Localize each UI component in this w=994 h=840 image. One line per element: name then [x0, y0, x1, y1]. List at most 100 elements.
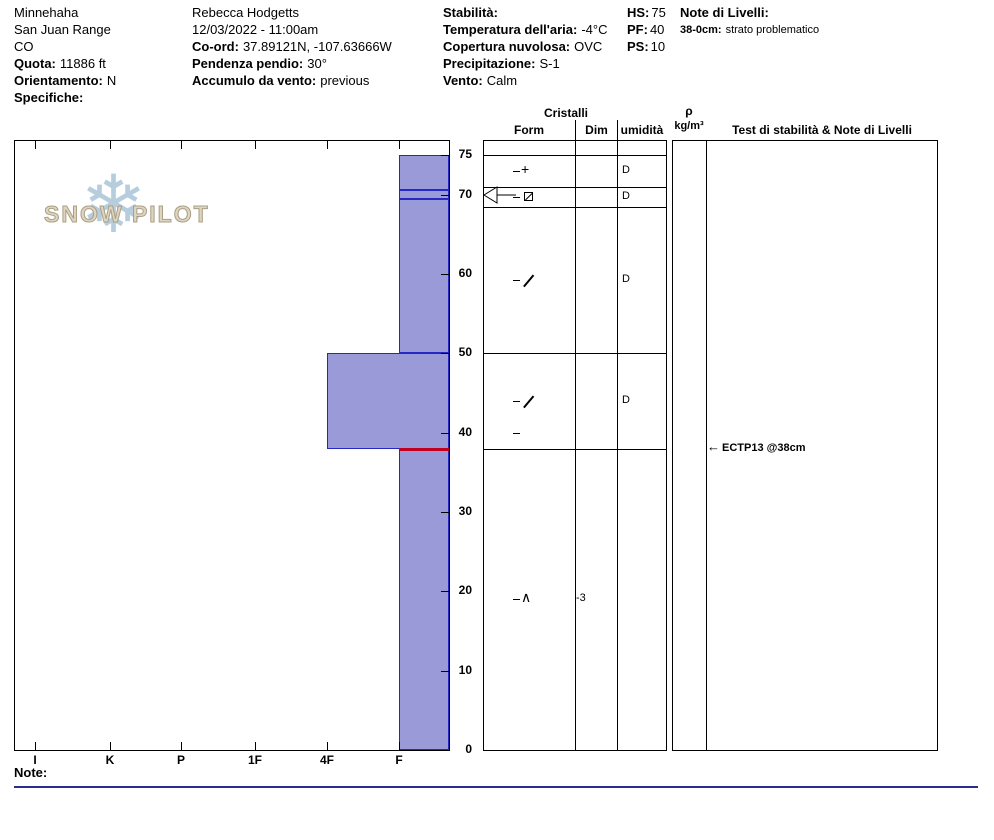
hardness-axis-label: F [395, 753, 403, 767]
specifics-label: Specifiche: [14, 90, 84, 105]
hardness-axis-label: P [176, 753, 185, 767]
layer-mid-tick [513, 599, 520, 601]
hs-value: 75 [651, 5, 666, 20]
hs-row: HS: 75 [627, 5, 666, 20]
grain-form-symbol: + [521, 160, 530, 177]
crystals-header: Cristalli [543, 106, 588, 120]
footer-note-label: Note: [14, 765, 48, 780]
dim-column-header: Dim [585, 123, 608, 137]
air-temp-value: -4°C [581, 22, 608, 37]
depth-axis-label: 0 [465, 742, 472, 756]
ps-row: PS: 10 [627, 39, 665, 54]
failure-plane-line [399, 447, 449, 451]
density-and-notes-frame [672, 140, 938, 751]
layer-notes-title: Note di Livelli: [680, 5, 769, 20]
precipitation-label: Precipitazione: [443, 56, 536, 71]
hardness-axis-label: K [105, 753, 115, 767]
pf-row: PF: 40 [627, 22, 664, 37]
density-unit-header: kg/m³ [674, 120, 704, 132]
thin-crust-line [399, 197, 449, 200]
ps-label: PS: [627, 39, 649, 54]
wetness-value: D [622, 189, 630, 202]
precipitation-row: Precipitazione: S-1 [443, 56, 560, 71]
stability-test-label: ECTP13 @38cm [722, 441, 806, 454]
wind-loading-label: Accumulo da vento: [192, 73, 317, 88]
cloud-cover-row: Copertura nuvolosa: OVC [443, 39, 602, 54]
depth-axis-label: 30 [458, 504, 472, 518]
depth-tick [441, 194, 449, 196]
depth-axis-label: 75 [458, 147, 472, 161]
ps-value: 10 [650, 39, 666, 54]
state-name: CO [14, 39, 34, 54]
layer-mid-tick [513, 279, 520, 281]
grain-form-symbol: ∧ [521, 589, 532, 606]
stability-label: Stabilità: [443, 5, 498, 20]
snow-layer-bar [327, 353, 449, 449]
depth-axis-label: 20 [458, 583, 472, 598]
depth-tick [441, 274, 449, 275]
layer-mid-tick [513, 170, 520, 172]
test-annotation-arrow: ← [707, 438, 720, 454]
hardness-tick-bottom [35, 742, 36, 750]
depth-tick [441, 155, 449, 156]
wind-loading-value: previous [320, 73, 370, 88]
depth-tick [441, 670, 449, 672]
grain-form-symbol [523, 274, 534, 287]
depth-axis-label: 60 [458, 266, 472, 280]
slope-angle-row: Pendenza pendio: 30° [192, 56, 327, 71]
footer-rule [14, 786, 978, 788]
grain-form-symbol [524, 191, 533, 201]
stability-row: Stabilità: [443, 5, 502, 20]
depth-tick [441, 353, 449, 355]
depth-tick [441, 750, 449, 751]
hardness-tick-bottom [110, 742, 111, 750]
grain-size-value: -3 [576, 592, 586, 605]
logo-text: SNOW PILOT [44, 201, 210, 228]
layer-pointer-arrow [483, 185, 516, 204]
wetness-value: D [622, 163, 630, 176]
depth-tick [441, 512, 449, 513]
depth-axis-label: 10 [458, 662, 472, 677]
grain-form-symbol [523, 395, 534, 408]
cloud-cover-label: Copertura nuvolosa: [443, 39, 571, 54]
wind-row: Vento: Calm [443, 73, 517, 88]
pit-name: Minnehaha [14, 5, 79, 20]
hardness-tick-bottom [399, 742, 400, 750]
form-column-header: Form [514, 123, 544, 137]
pf-label: PF: [627, 22, 648, 37]
elevation-row: Quota: 11886 ft [14, 56, 106, 71]
layer-boundary-line [484, 353, 666, 355]
hardness-tick-top [255, 141, 256, 149]
wind-loading-row: Accumulo da vento: previous [192, 73, 369, 88]
hardness-tick-bottom [327, 742, 328, 750]
thin-crust-line [399, 188, 449, 191]
depth-axis-label: 40 [458, 424, 472, 439]
slope-angle-label: Pendenza pendio: [192, 56, 304, 71]
box-slash-stroke [525, 192, 533, 201]
depth-axis-label: 70 [458, 186, 472, 201]
layer-boundary-line [484, 448, 666, 450]
layer-boundary-line [484, 155, 666, 156]
hardness-tick-top [110, 141, 111, 149]
snowflake-icon: ❄ [80, 160, 148, 249]
wind-value: Calm [486, 73, 518, 88]
layer-mid-tick [513, 400, 520, 402]
coordinates-value: 37.89121N, -107.63666W [242, 39, 392, 54]
hardness-axis-label: I [33, 753, 37, 767]
hs-label: HS: [627, 5, 650, 20]
wind-label: Vento: [443, 73, 483, 88]
snowpilot-logo: ❄ SNOW PILOT [40, 165, 240, 260]
pf-value: 40 [649, 22, 665, 37]
form-dim-divider [575, 120, 576, 751]
observer-name: Rebecca Hodgetts [192, 5, 299, 20]
hardness-tick-top [327, 141, 328, 149]
layer-note-text: strato problematico [725, 24, 820, 36]
layer-note-entry: 38-0cm: strato problematico [680, 24, 819, 36]
wetness-value: D [622, 393, 630, 406]
layer-mid-tick [513, 432, 520, 434]
specifics-row: Specifiche: [14, 90, 87, 105]
elevation-value: 11886 ft [59, 56, 106, 71]
layer-boundary-line [484, 186, 666, 188]
